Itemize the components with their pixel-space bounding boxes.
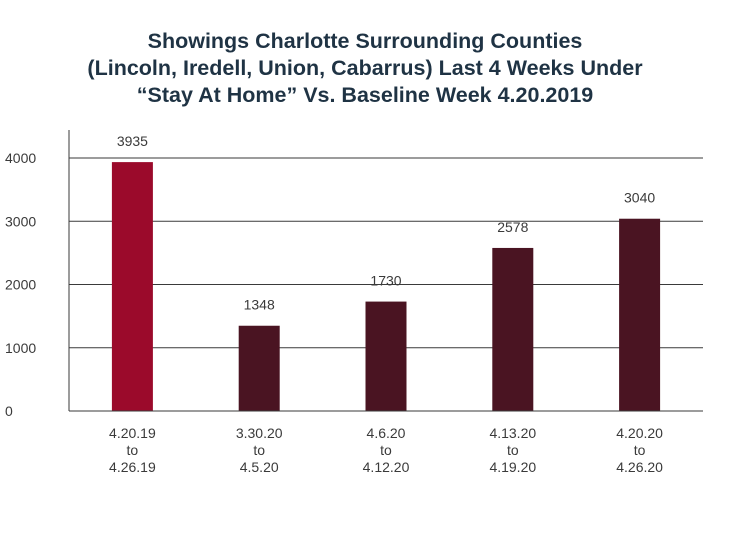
x-tick-label-5: 4.26.20 xyxy=(616,459,663,475)
x-tick-label-4: 4.13.20 xyxy=(489,425,536,441)
bar-2 xyxy=(238,325,280,411)
x-tick-label-3: 4.6.20 xyxy=(367,425,406,441)
x-tick-label-4: to xyxy=(507,442,519,458)
x-tick-label-1: 4.26.19 xyxy=(109,459,156,475)
chart-title: Showings Charlotte Surrounding Counties … xyxy=(0,28,730,109)
y-tick-label: 1000 xyxy=(5,340,36,356)
bar-1 xyxy=(111,162,153,411)
bar-5 xyxy=(619,218,661,411)
y-tick-label: 3000 xyxy=(5,213,36,229)
bars xyxy=(111,162,661,411)
data-label-3: 1730 xyxy=(370,273,401,289)
x-tick-label-4: 4.19.20 xyxy=(489,459,536,475)
x-tick-label-3: 4.12.20 xyxy=(363,459,410,475)
bar-4 xyxy=(492,247,534,411)
x-tick-label-1: 4.20.19 xyxy=(109,425,156,441)
y-tick-label: 0 xyxy=(5,403,13,419)
chart-title-line-3: “Stay At Home” Vs. Baseline Week 4.20.20… xyxy=(136,83,594,107)
y-tick-label: 2000 xyxy=(5,277,36,293)
x-tick-label-2: 3.30.20 xyxy=(236,425,283,441)
gridlines xyxy=(69,157,703,349)
x-tick-label-1: to xyxy=(127,442,139,458)
data-label-4: 2578 xyxy=(497,219,528,235)
bar-3 xyxy=(365,301,407,411)
chart-title-line-2: (Lincoln, Iredell, Union, Cabarrus) Last… xyxy=(87,56,643,80)
data-label-1: 3935 xyxy=(117,133,148,149)
axes xyxy=(68,130,703,412)
x-tick-label-3: to xyxy=(380,442,392,458)
labels: 0100020003000400039354.20.19to4.26.19134… xyxy=(5,133,663,475)
x-tick-label-2: to xyxy=(253,442,265,458)
data-label-5: 3040 xyxy=(624,190,655,206)
y-tick-label: 4000 xyxy=(5,150,36,166)
x-tick-label-2: 4.5.20 xyxy=(240,459,279,475)
data-label-2: 1348 xyxy=(244,297,275,313)
x-tick-label-5: to xyxy=(634,442,646,458)
chart-title-line-1: Showings Charlotte Surrounding Counties xyxy=(147,29,583,53)
x-tick-label-5: 4.20.20 xyxy=(616,425,663,441)
